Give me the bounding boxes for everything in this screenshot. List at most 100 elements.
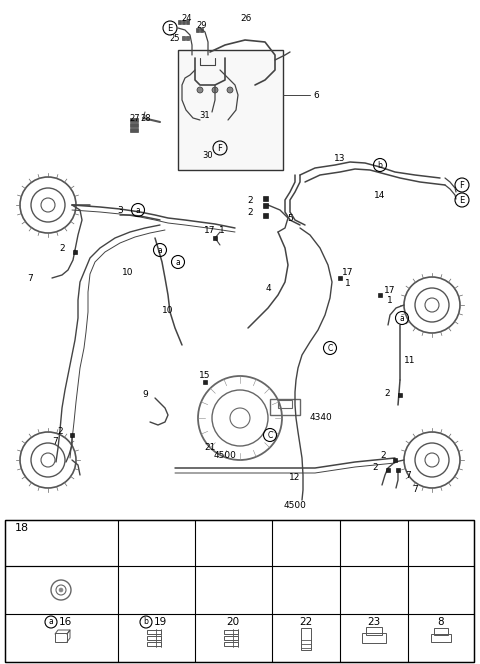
Text: 4: 4 xyxy=(265,284,271,293)
Bar xyxy=(196,28,199,32)
Bar xyxy=(386,468,390,472)
Bar xyxy=(431,634,451,642)
Text: C: C xyxy=(327,343,333,353)
Text: 2: 2 xyxy=(59,244,65,252)
Bar xyxy=(130,118,138,122)
Text: 1: 1 xyxy=(345,278,351,288)
Text: 2: 2 xyxy=(57,428,63,436)
Bar xyxy=(178,20,181,24)
Bar xyxy=(186,20,189,24)
Bar xyxy=(213,236,217,240)
Bar xyxy=(70,433,74,437)
Text: 25: 25 xyxy=(170,33,180,42)
Bar xyxy=(263,195,267,201)
Text: a: a xyxy=(136,205,140,214)
Text: 23: 23 xyxy=(367,617,381,627)
Text: a: a xyxy=(176,258,180,266)
Text: 2: 2 xyxy=(247,195,253,205)
Circle shape xyxy=(59,588,63,592)
Bar xyxy=(147,630,161,634)
Bar xyxy=(378,293,382,297)
Text: 8: 8 xyxy=(438,617,444,627)
Bar xyxy=(396,468,400,472)
Bar xyxy=(203,380,207,384)
Text: 5: 5 xyxy=(287,214,293,222)
Text: F: F xyxy=(217,143,222,153)
Bar xyxy=(55,633,67,642)
Text: 7: 7 xyxy=(52,438,58,446)
Text: 17: 17 xyxy=(384,286,396,295)
Bar xyxy=(224,642,238,646)
Text: 3: 3 xyxy=(117,205,123,214)
Text: 16: 16 xyxy=(59,617,72,627)
Text: 4500: 4500 xyxy=(214,450,237,459)
Bar xyxy=(182,20,185,24)
Text: 18: 18 xyxy=(15,523,29,533)
Bar xyxy=(338,276,342,280)
Text: a: a xyxy=(400,313,404,323)
Bar xyxy=(362,633,386,643)
Text: 7: 7 xyxy=(412,485,418,495)
Text: 12: 12 xyxy=(289,473,300,483)
Bar xyxy=(434,628,448,635)
Text: 13: 13 xyxy=(334,153,346,163)
Text: 27: 27 xyxy=(130,114,140,122)
Bar xyxy=(178,50,283,170)
Bar xyxy=(5,520,474,662)
Text: 28: 28 xyxy=(141,114,151,122)
Bar xyxy=(147,642,161,646)
Circle shape xyxy=(212,87,218,93)
Text: 17: 17 xyxy=(204,226,216,234)
Bar xyxy=(147,636,161,640)
Text: C: C xyxy=(267,430,273,440)
Text: 2: 2 xyxy=(380,450,386,459)
Text: F: F xyxy=(459,181,465,189)
Text: 10: 10 xyxy=(122,268,134,276)
Text: 9: 9 xyxy=(142,390,148,398)
Bar xyxy=(263,212,267,218)
Text: 19: 19 xyxy=(154,617,167,627)
Text: E: E xyxy=(459,195,465,205)
Text: 4500: 4500 xyxy=(284,501,306,509)
Text: 22: 22 xyxy=(300,617,312,627)
Bar xyxy=(200,28,203,32)
Bar xyxy=(393,458,397,462)
Text: 26: 26 xyxy=(240,13,252,23)
Circle shape xyxy=(227,87,233,93)
Text: 21: 21 xyxy=(204,444,216,452)
Text: b: b xyxy=(378,161,383,169)
Text: 10: 10 xyxy=(162,305,174,315)
Text: 20: 20 xyxy=(227,617,240,627)
Text: 24: 24 xyxy=(182,13,192,23)
Circle shape xyxy=(197,87,203,93)
Bar xyxy=(130,128,138,132)
Text: a: a xyxy=(48,618,53,627)
Text: 30: 30 xyxy=(203,151,213,159)
Text: 7: 7 xyxy=(405,471,411,479)
Text: 6: 6 xyxy=(313,90,319,100)
Text: 14: 14 xyxy=(374,191,386,199)
Text: 7: 7 xyxy=(27,274,33,282)
Bar xyxy=(224,630,238,634)
Text: a: a xyxy=(157,246,162,254)
Bar xyxy=(301,628,311,650)
Bar xyxy=(263,203,267,207)
Text: 2: 2 xyxy=(247,207,253,216)
Bar xyxy=(270,399,300,415)
Text: 11: 11 xyxy=(404,355,416,365)
Bar xyxy=(182,36,185,40)
Bar xyxy=(278,400,292,408)
Bar xyxy=(224,636,238,640)
Text: 1: 1 xyxy=(219,226,225,234)
Bar xyxy=(398,393,402,397)
Text: 1: 1 xyxy=(387,295,393,305)
Text: 2: 2 xyxy=(372,463,378,471)
Bar xyxy=(73,250,77,254)
Bar xyxy=(186,36,189,40)
Text: 29: 29 xyxy=(197,21,207,29)
Text: 17: 17 xyxy=(342,268,354,276)
Text: 15: 15 xyxy=(199,371,211,380)
Bar xyxy=(366,627,382,635)
Text: b: b xyxy=(144,618,148,627)
Text: 31: 31 xyxy=(200,110,210,120)
